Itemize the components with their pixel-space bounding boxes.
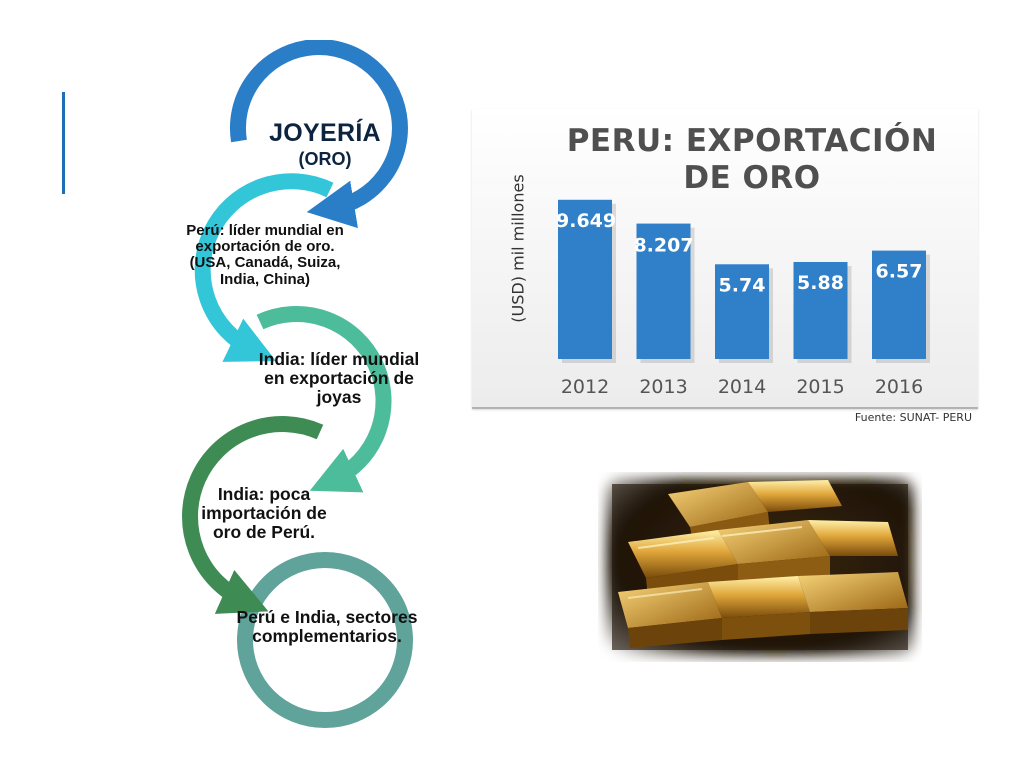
category-label-2013: 2013 xyxy=(639,376,687,398)
step-1-title: JOYERÍA xyxy=(269,119,381,147)
category-label-2016: 2016 xyxy=(875,376,923,398)
step-3-text: India: líder mundial en exportación de j… xyxy=(258,349,420,407)
category-label-2014: 2014 xyxy=(718,376,766,398)
ring-3-arrow xyxy=(256,305,392,493)
bar-2012 xyxy=(558,199,612,359)
step-1-subtitle: (ORO) xyxy=(298,149,352,169)
value-label-2015: 5.88 xyxy=(797,272,844,294)
gold-bars-image xyxy=(598,472,922,662)
bar-chart: PERU: EXPORTACIÓN DE ORO (USD) mil millo… xyxy=(472,109,978,409)
gold-bars-illustration xyxy=(606,478,914,656)
arrow-cycle-diagram: JOYERÍA (ORO) Perú: líder mundial en exp… xyxy=(150,40,450,760)
bar-2014 xyxy=(715,264,769,359)
category-label-2015: 2015 xyxy=(796,376,844,398)
value-label-2012: 9.649 xyxy=(556,210,616,232)
step-4-text: India: poca importación de oro de Perú. xyxy=(201,484,327,542)
source-note: Fuente: SUNAT- PERU xyxy=(854,411,972,424)
category-label-2012: 2012 xyxy=(561,376,609,398)
chart-title: PERU: EXPORTACIÓN DE ORO xyxy=(566,123,938,197)
step-5-text: Perú e India, sectores complementarios. xyxy=(236,607,418,646)
ring-4-arrow xyxy=(182,416,324,614)
accent-bar xyxy=(62,92,65,194)
value-label-2013: 8.207 xyxy=(633,235,693,257)
ring-5 xyxy=(237,552,413,728)
ring-1-arrow xyxy=(229,40,408,229)
step-2-text: Perú: líder mundial en exportación de or… xyxy=(186,222,344,288)
ring-2-arrow xyxy=(194,173,334,362)
cycle-rings xyxy=(182,40,413,728)
chart-plot: 9.649 2012 8.207 2013 5.74 2014 5.88 2015 6.57 20… xyxy=(556,199,930,398)
bar-2015 xyxy=(793,261,848,359)
value-label-2016: 6.57 xyxy=(876,261,923,283)
value-label-2014: 5.74 xyxy=(719,274,766,296)
bar-2013 xyxy=(636,223,691,359)
bar-2016 xyxy=(872,250,926,359)
